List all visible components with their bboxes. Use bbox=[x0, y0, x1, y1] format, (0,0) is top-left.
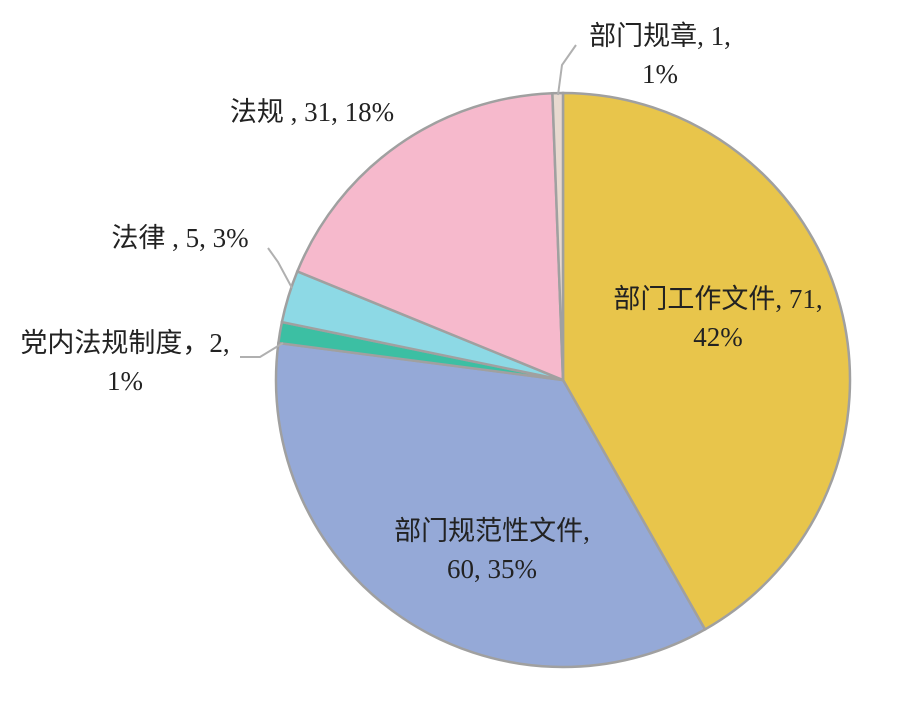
data-label: 法规 , 31, 18% bbox=[192, 93, 432, 131]
category-label: 法规 bbox=[229, 97, 284, 127]
leader-line bbox=[240, 342, 284, 358]
category-label: 法律 bbox=[111, 223, 166, 253]
value-label: , 1, 1% bbox=[642, 21, 731, 89]
value-label: , 60, 35% bbox=[447, 516, 590, 584]
pie-slice bbox=[561, 91, 852, 632]
category-label: 部门工作文件 bbox=[613, 284, 776, 314]
category-label: 部门规章 bbox=[589, 21, 698, 51]
leader-line bbox=[557, 44, 577, 96]
category-label: 党内法规制度 bbox=[20, 328, 183, 358]
value-label: , 71, 42% bbox=[693, 284, 823, 352]
value-label: , 31, 18% bbox=[283, 97, 395, 127]
data-label: 部门工作文件, 71, 42% bbox=[603, 280, 833, 356]
value-label: ，2, 1% bbox=[107, 328, 230, 396]
pie-slice bbox=[274, 341, 707, 669]
category-label: 部门规范性文件 bbox=[394, 516, 584, 546]
value-label: , 5, 3% bbox=[165, 223, 249, 253]
data-label: 部门规范性文件, 60, 35% bbox=[392, 512, 592, 588]
pie-slice bbox=[295, 91, 565, 382]
leader-line bbox=[267, 247, 293, 289]
data-label: 法律 , 5, 3% bbox=[80, 219, 280, 257]
data-label: 党内法规制度，2, 1% bbox=[0, 324, 250, 400]
data-label: 部门规章, 1, 1% bbox=[570, 17, 750, 93]
